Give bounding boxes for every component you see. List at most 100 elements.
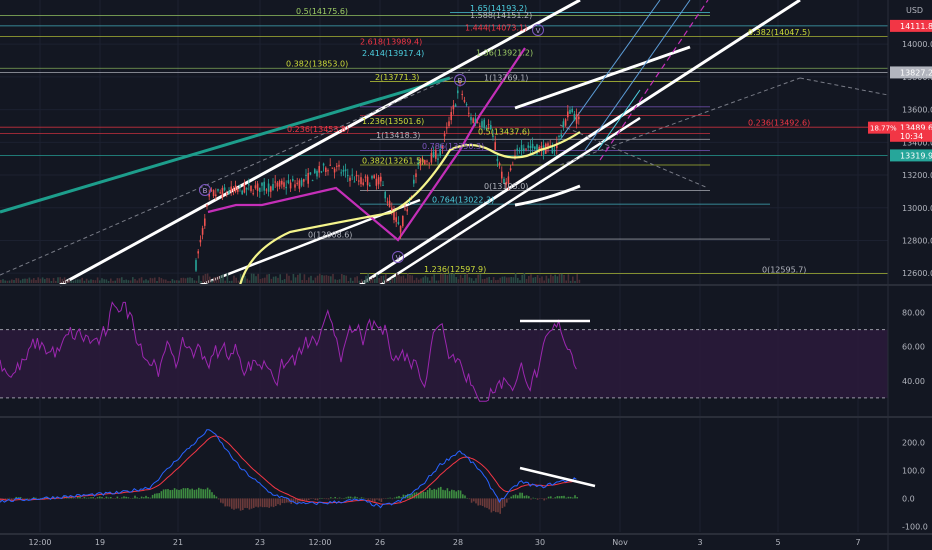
macd-histogram-bar — [246, 498, 248, 509]
volume-bar — [407, 273, 409, 283]
volume-bar — [420, 278, 422, 283]
rsi-pane[interactable] — [0, 301, 888, 402]
candle-body — [234, 185, 237, 192]
volume-bar — [195, 280, 198, 283]
candle-body — [531, 143, 534, 149]
volume-bar — [528, 276, 530, 283]
candle-body — [252, 193, 254, 195]
macd-histogram-bar — [367, 498, 369, 500]
candle-body — [300, 179, 303, 186]
candle-body — [237, 189, 239, 192]
volume-bar — [286, 273, 288, 283]
candle-body — [259, 187, 261, 192]
volume-bar — [382, 275, 385, 283]
candle-body — [549, 145, 551, 147]
volume-bar — [341, 274, 343, 283]
macd-histogram-bar — [539, 498, 541, 499]
resistance-curve — [514, 45, 691, 110]
candle-body — [274, 181, 276, 183]
fib-label: 0.382(13853.0) — [286, 60, 348, 69]
macd-histogram-bar — [209, 489, 211, 499]
price-tick-label: 12600.0 — [902, 269, 932, 278]
volume-bar — [574, 280, 576, 283]
volume-bar — [81, 277, 83, 283]
candle-body — [243, 183, 246, 193]
candle-body — [432, 151, 435, 158]
price-axis[interactable]: USD14000.013800.013600.013400.013200.013… — [868, 6, 932, 531]
macd-histogram-bar — [356, 497, 358, 499]
volume-bar — [165, 279, 167, 283]
candle-body — [355, 174, 358, 177]
macd-histogram-bar — [501, 498, 504, 509]
volume-bar — [118, 278, 121, 283]
volume-bar — [24, 278, 26, 283]
time-tick-label: 5 — [775, 538, 780, 547]
macd-histogram-bar — [167, 489, 169, 499]
macd-histogram-bar — [459, 490, 462, 499]
volume-bar — [200, 280, 202, 283]
macd-histogram-bar — [512, 495, 515, 499]
volume-bar — [66, 280, 68, 283]
macd-histogram-bar — [182, 488, 185, 499]
candle-body — [430, 153, 433, 163]
dashed-projection-upper — [559, 77, 801, 166]
macd-histogram-bar — [30, 498, 33, 499]
wave-label-circle — [532, 24, 544, 36]
candle-body — [382, 184, 384, 186]
macd-histogram-bar — [215, 496, 218, 499]
candle-body — [287, 180, 290, 183]
teal-trendline — [0, 76, 451, 214]
volume-bar — [132, 277, 134, 283]
macd-tick-label: -100.0 — [902, 522, 928, 531]
price-tick-label: 13200.0 — [902, 171, 932, 180]
trend-channels[interactable] — [0, 0, 889, 287]
macd-histogram-bar — [442, 489, 444, 499]
macd-pane[interactable] — [0, 429, 596, 514]
volume-bar — [96, 277, 99, 283]
macd-histogram-bar — [572, 497, 574, 499]
macd-histogram-bar — [358, 498, 361, 499]
volume-bar — [343, 275, 345, 283]
candle-body — [551, 147, 554, 154]
candle-body — [494, 142, 496, 150]
macd-histogram-bar — [35, 497, 37, 499]
candle-body — [483, 119, 485, 129]
candle-body — [281, 180, 283, 185]
macd-histogram-bar — [268, 498, 270, 508]
volume-bar — [490, 280, 493, 283]
macd-histogram-bar — [138, 498, 141, 499]
volume-bar — [391, 278, 394, 283]
candle-body — [248, 184, 250, 186]
candle-body — [415, 173, 417, 177]
volume-bar — [107, 280, 110, 283]
macd-histogram-bar — [127, 497, 130, 499]
macd-histogram-bar — [140, 496, 143, 499]
macd-histogram-bar — [70, 496, 72, 499]
volume-bar — [46, 277, 48, 283]
macd-histogram-bar — [28, 498, 31, 499]
candle-body — [366, 176, 369, 186]
macd-histogram-bar — [499, 498, 501, 514]
candle-body — [278, 181, 281, 187]
macd-histogram-bar — [184, 488, 187, 499]
volume-bar — [525, 278, 528, 283]
macd-histogram-bar — [92, 497, 94, 499]
fib-label: 0.236(13453.8) — [287, 125, 349, 134]
candle-body — [571, 108, 573, 113]
price-badge-label: 13319.9 — [900, 151, 932, 160]
time-axis[interactable]: 12:00 19 21 23 12:00 26 28 30 Nov 3 5 7 — [28, 538, 860, 547]
macd-histogram-bar — [206, 487, 209, 499]
volume-bar — [506, 277, 508, 283]
volume-bar — [154, 277, 156, 283]
macd-histogram-bar — [334, 496, 336, 499]
candle-body — [212, 190, 215, 196]
candle-body — [465, 104, 468, 106]
candle-body — [562, 121, 565, 128]
volume-bar — [158, 277, 160, 283]
volume-bar — [552, 276, 554, 283]
macd-histogram-bar — [528, 496, 530, 499]
macd-histogram-bar — [37, 498, 39, 499]
candle-body — [305, 174, 307, 176]
